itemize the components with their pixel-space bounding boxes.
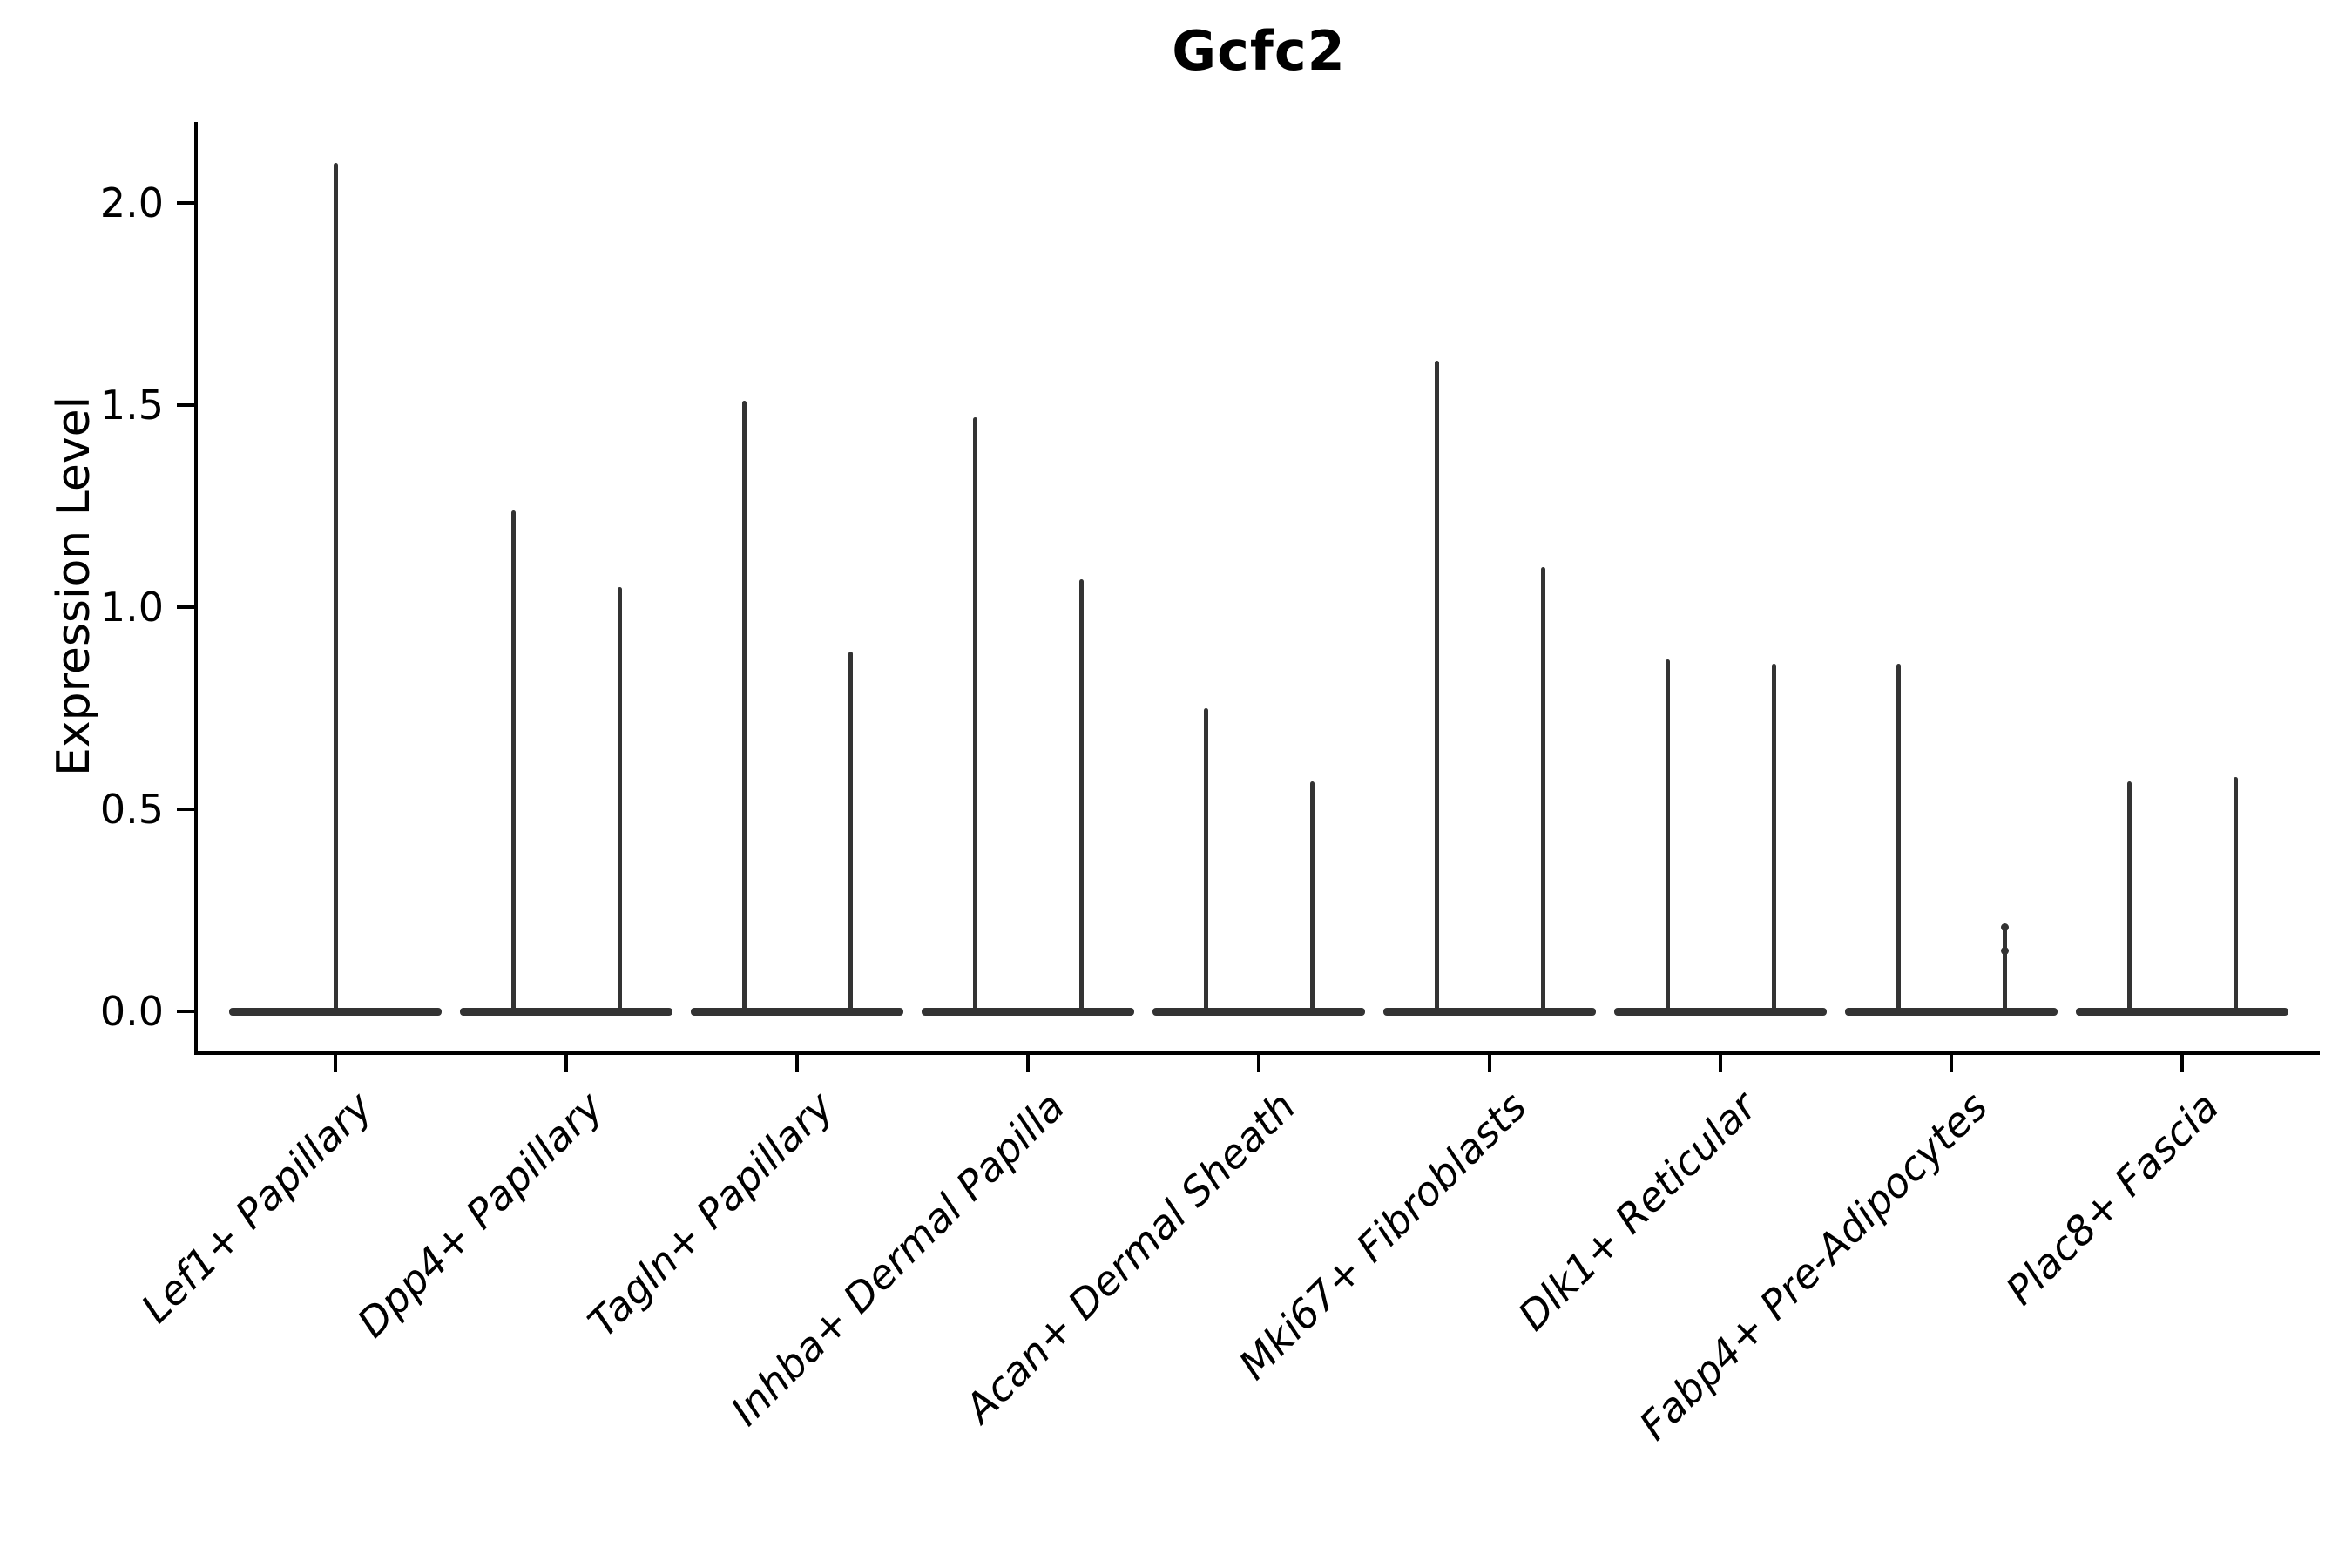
y-tick-label: 0.5: [99, 786, 164, 833]
violin-bar: [460, 1007, 672, 1016]
violin-spike: [2002, 926, 2007, 1011]
violin-bar: [2076, 1007, 2288, 1016]
x-tick-label: Lef1+ Papillary: [132, 1083, 382, 1332]
x-tick-mark: [1950, 1055, 1953, 1072]
x-tick-label: Dpp4+ Papillary: [348, 1083, 612, 1347]
violin-spike: [2126, 781, 2132, 1011]
x-tick-mark: [334, 1055, 337, 1072]
y-tick-mark: [177, 403, 194, 407]
y-axis-spine: [194, 122, 198, 1055]
violin-spike: [1665, 659, 1670, 1011]
y-tick-label: 1.5: [99, 382, 164, 429]
y-tick-mark: [177, 1010, 194, 1013]
violin-bar: [1614, 1007, 1827, 1016]
violin-bar: [1383, 1007, 1596, 1016]
y-tick-label: 1.0: [99, 584, 164, 631]
violin-spike: [2233, 776, 2238, 1011]
x-tick-mark: [1488, 1055, 1491, 1072]
x-tick-mark: [795, 1055, 799, 1072]
x-tick-label: Tagln+ Papillary: [578, 1083, 843, 1347]
violin-bar: [922, 1007, 1134, 1016]
violin-spike: [510, 510, 516, 1011]
violin-spike: [1309, 781, 1315, 1011]
violin-bar: [1152, 1007, 1365, 1016]
outlier-dot: [2000, 947, 2009, 956]
violin-spike: [617, 586, 622, 1011]
y-tick-mark: [177, 808, 194, 811]
violin-bar: [1845, 1007, 2058, 1016]
x-tick-mark: [1026, 1055, 1030, 1072]
violin-spike: [333, 162, 338, 1011]
violin-spike: [1896, 663, 1901, 1011]
violin-bar: [229, 1007, 442, 1016]
y-tick-label: 0.0: [99, 988, 164, 1035]
x-axis-spine: [194, 1051, 2320, 1055]
violin-spike: [848, 652, 853, 1011]
outlier-dot: [2000, 923, 2009, 931]
x-tick-label: Plac8+ Fascia: [1996, 1083, 2228, 1315]
violin-spike: [1540, 566, 1545, 1011]
x-tick-mark: [2180, 1055, 2184, 1072]
x-tick-mark: [1719, 1055, 1722, 1072]
violin-bar: [691, 1007, 903, 1016]
y-tick-mark: [177, 605, 194, 609]
violin-spike: [741, 401, 747, 1011]
x-tick-label: Dlk1+ Reticular: [1509, 1083, 1767, 1340]
y-tick-label: 2.0: [99, 179, 164, 226]
violin-spike: [972, 416, 977, 1011]
violin-spike: [1078, 578, 1084, 1011]
chart-title: Gcfc2: [1172, 19, 1346, 83]
x-tick-mark: [1257, 1055, 1260, 1072]
violin-spike: [1203, 708, 1208, 1011]
violin-spike: [1434, 360, 1439, 1011]
violin-spike: [1771, 663, 1776, 1011]
y-tick-mark: [177, 201, 194, 205]
x-tick-mark: [564, 1055, 568, 1072]
